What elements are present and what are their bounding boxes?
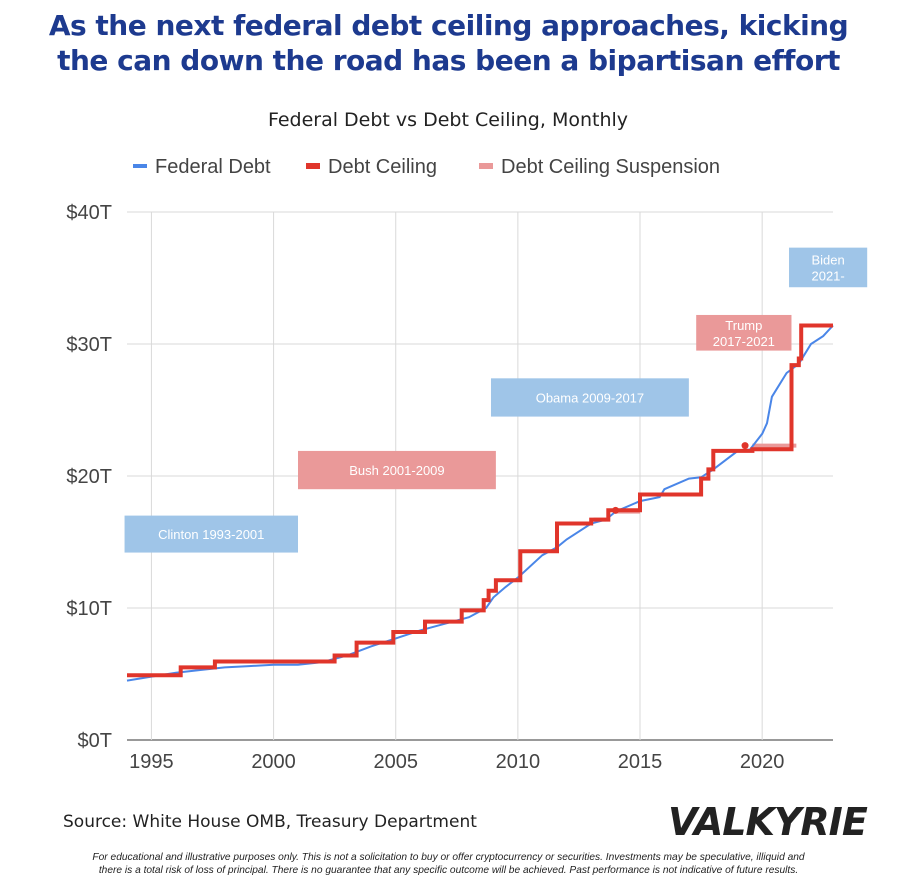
president-label: 2021- bbox=[811, 268, 844, 283]
x-tick-label: 1995 bbox=[129, 751, 174, 773]
headline-line-2: the can down the road has been a biparti… bbox=[57, 44, 840, 77]
president-label: Biden bbox=[811, 252, 844, 267]
x-tick-label: 2000 bbox=[251, 751, 296, 773]
debt-ceiling-step-line bbox=[127, 323, 833, 678]
president-box bbox=[789, 247, 868, 288]
federal-debt-line bbox=[126, 324, 834, 682]
president-label: 2017-2021 bbox=[713, 334, 775, 349]
x-tick-label: 2005 bbox=[373, 751, 418, 773]
debt-ceiling-marker bbox=[612, 506, 620, 514]
legend-label-0: Federal Debt bbox=[155, 156, 271, 178]
president-box bbox=[490, 378, 689, 417]
chart-title: Federal Debt vs Debt Ceiling, Monthly bbox=[268, 109, 628, 131]
x-tick-label: 2020 bbox=[740, 751, 785, 773]
y-tick-label: $30T bbox=[66, 334, 112, 356]
y-tick-label: $40T bbox=[66, 202, 112, 224]
legend-label-1: Debt Ceiling bbox=[328, 156, 437, 178]
president-box bbox=[124, 515, 299, 553]
president-label: Trump bbox=[725, 318, 762, 333]
disclaimer-line-1: For educational and illustrative purpose… bbox=[92, 852, 805, 863]
president-label: Clinton 1993-2001 bbox=[158, 527, 264, 542]
debt-ceiling-marker bbox=[741, 442, 749, 450]
headline: As the next federal debt ceiling approac… bbox=[0, 8, 897, 78]
y-tick-label: $10T bbox=[66, 598, 112, 620]
president-box bbox=[696, 314, 792, 351]
president-box bbox=[298, 450, 496, 490]
president-label: Bush 2001-2009 bbox=[349, 463, 444, 478]
x-tick-label: 2010 bbox=[496, 751, 541, 773]
disclaimer: For educational and illustrative purpose… bbox=[10, 851, 887, 877]
source-note: Source: White House OMB, Treasury Depart… bbox=[63, 812, 477, 832]
disclaimer-line-2: there is a total risk of loss of princip… bbox=[98, 865, 799, 876]
chart: Federal Debt vs Debt Ceiling, Monthly Fed… bbox=[66, 109, 868, 773]
valkyrie-logo: VALKYRIE bbox=[668, 800, 868, 844]
y-tick-label: $0T bbox=[78, 730, 112, 752]
president-label: Obama 2009-2017 bbox=[536, 390, 644, 405]
legend-label-2: Debt Ceiling Suspension bbox=[501, 156, 720, 178]
y-tick-label: $20T bbox=[66, 466, 112, 488]
headline-line-1: As the next federal debt ceiling approac… bbox=[48, 9, 849, 42]
x-tick-label: 2015 bbox=[618, 751, 663, 773]
